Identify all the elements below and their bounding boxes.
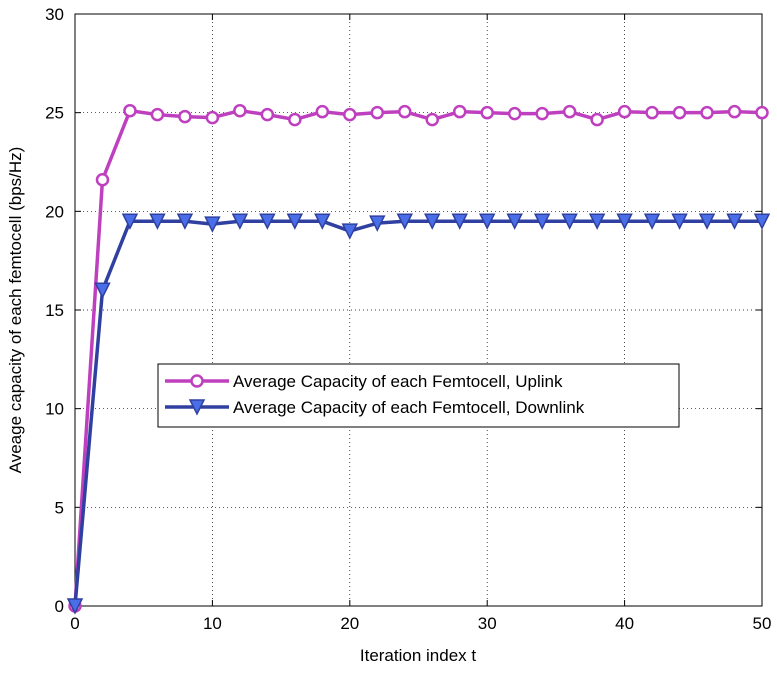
- x-tick-label: 0: [70, 614, 79, 633]
- data-point: [178, 109, 192, 124]
- x-tick-label: 10: [203, 614, 222, 633]
- data-point: [507, 106, 522, 121]
- series-line: [73, 108, 763, 607]
- x-tick-label: 20: [340, 614, 359, 633]
- y-tick-label: 10: [45, 400, 64, 419]
- data-point: [94, 282, 111, 299]
- data-point: [314, 213, 331, 230]
- x-axis-title: Iteration index t: [360, 646, 477, 665]
- data-point: [343, 107, 357, 122]
- data-point: [643, 213, 661, 230]
- data-point: [533, 213, 551, 230]
- data-point: [753, 213, 771, 230]
- data-point: [396, 213, 413, 230]
- data-point: [561, 213, 578, 230]
- data-point: [726, 213, 743, 230]
- data-point: [588, 213, 606, 230]
- data-point: [425, 112, 439, 127]
- data-point: [755, 105, 769, 120]
- data-point: [535, 106, 549, 121]
- data-point: [233, 103, 247, 118]
- data-point: [562, 104, 577, 119]
- data-point: [341, 223, 359, 240]
- data-point: [150, 107, 165, 122]
- y-tick-label: 20: [45, 202, 64, 221]
- y-tick-label: 15: [45, 301, 64, 320]
- data-point: [260, 107, 275, 122]
- series-layer: [66, 103, 771, 615]
- data-point: [259, 213, 276, 230]
- data-point: [700, 105, 714, 120]
- data-point: [369, 215, 386, 232]
- data-point: [590, 112, 604, 127]
- data-point: [95, 173, 110, 187]
- data-point: [121, 213, 139, 230]
- data-point: [451, 213, 468, 230]
- data-point: [398, 104, 412, 119]
- data-point: [123, 103, 137, 118]
- series-0: [68, 103, 769, 613]
- data-point: [478, 213, 496, 230]
- axis-ticks: 0 10 20 30 40 50 0 5 10 15 20 25 30: [45, 5, 771, 633]
- data-point: [370, 105, 385, 120]
- y-tick-label: 0: [55, 597, 64, 616]
- data-point: [698, 213, 716, 230]
- y-tick-label: 25: [45, 104, 64, 123]
- series-1: [66, 213, 771, 615]
- grid-lines: [75, 14, 762, 606]
- y-tick-label: 30: [45, 5, 64, 24]
- legend-marker-downlink: [188, 399, 206, 416]
- data-point: [727, 104, 742, 119]
- data-point: [231, 213, 249, 230]
- data-point: [176, 213, 194, 230]
- data-point: [66, 598, 84, 615]
- legend: Average Capacity of each Femtocell, Upli…: [157, 363, 680, 428]
- data-point: [506, 213, 523, 230]
- y-tick-label: 5: [55, 498, 64, 517]
- x-tick-label: 50: [753, 614, 772, 633]
- plot-area-frame: [74, 13, 763, 607]
- data-point: [205, 110, 220, 125]
- data-point: [149, 213, 166, 230]
- data-point: [617, 104, 632, 119]
- data-point: [286, 213, 304, 230]
- data-point: [480, 105, 494, 120]
- series-line: [73, 219, 762, 607]
- data-point: [204, 216, 221, 233]
- data-point: [315, 104, 330, 119]
- data-point: [645, 105, 659, 120]
- data-point: [424, 213, 441, 230]
- x-tick-label: 40: [615, 614, 634, 633]
- data-point: [288, 112, 302, 127]
- x-tick-label: 30: [478, 614, 497, 633]
- y-axis-title: Aveage capacity of each femtocell (bps/H…: [6, 147, 25, 474]
- legend-label-downlink: Average Capacity of each Femtocell, Down…: [233, 398, 585, 417]
- legend-label-uplink: Average Capacity of each Femtocell, Upli…: [233, 372, 563, 391]
- legend-box: [157, 363, 680, 428]
- data-point: [452, 104, 467, 119]
- data-point: [672, 105, 687, 120]
- data-point: [671, 213, 688, 230]
- data-point: [616, 213, 633, 230]
- legend-marker-uplink: [190, 374, 204, 388]
